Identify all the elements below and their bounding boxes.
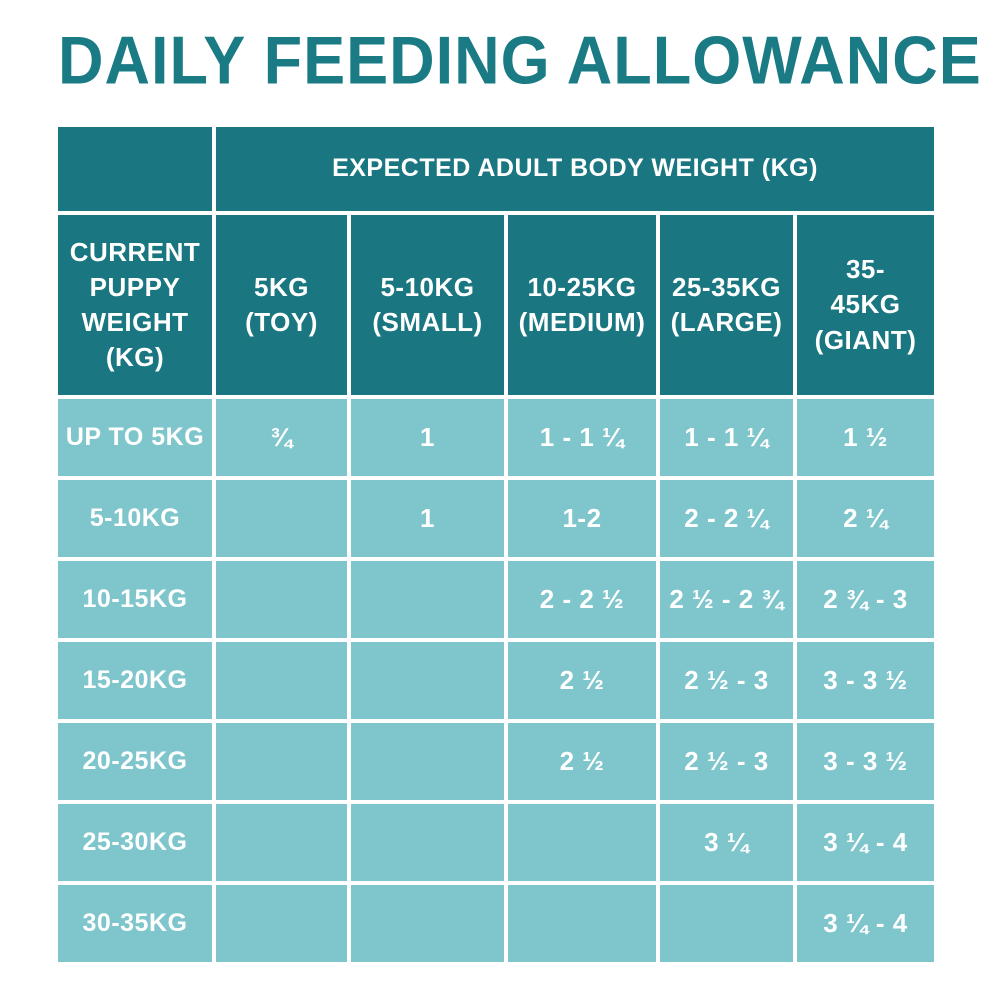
table-cell <box>508 804 656 881</box>
table-cell <box>351 642 504 719</box>
table-cell: 1-2 <box>508 480 656 557</box>
row-label: 25-30KG <box>58 804 212 881</box>
row-label: 30-35KG <box>58 885 212 962</box>
table-cell <box>351 723 504 800</box>
table-cell: 2 - 2 ½ <box>508 561 656 638</box>
table-cell: 2 ½ - 2 ¾ <box>660 561 793 638</box>
row-label: 15-20KG <box>58 642 212 719</box>
table-cell: 3 ¼ <box>660 804 793 881</box>
table-cell: 2 ¼ <box>797 480 934 557</box>
table-cell: 1 - 1 ¼ <box>660 399 793 476</box>
table-cell: 3 ¼ - 4 <box>797 885 934 962</box>
table-cell: 2 ¾ - 3 <box>797 561 934 638</box>
table-cell <box>351 561 504 638</box>
table-cell <box>508 885 656 962</box>
top-header-cell: EXPECTED ADULT BODY WEIGHT (KG) <box>216 127 934 211</box>
row-label: UP TO 5KG <box>58 399 212 476</box>
column-header-toy: 5KG (TOY) <box>216 215 347 395</box>
table-cell <box>351 804 504 881</box>
table-cell <box>216 723 347 800</box>
table-cell: 1 <box>351 480 504 557</box>
table-cell <box>216 561 347 638</box>
row-label: 5-10KG <box>58 480 212 557</box>
table-cell: 1 ½ <box>797 399 934 476</box>
page-title: DAILY FEEDING ALLOWANCE <box>58 23 982 99</box>
table-cell: 2 ½ - 3 <box>660 642 793 719</box>
table-cell: 1 <box>351 399 504 476</box>
column-header-small: 5-10KG (SMALL) <box>351 215 504 395</box>
table-cell: 3 ¼ - 4 <box>797 804 934 881</box>
column-header-giant: 35-45KG (GIANT) <box>797 215 934 395</box>
table-cell: 2 ½ <box>508 642 656 719</box>
table-cell <box>351 885 504 962</box>
row-header-cell: CURRENT PUPPY WEIGHT (KG) <box>58 215 212 395</box>
table-cell: 2 ½ <box>508 723 656 800</box>
column-header-large: 25-35KG (LARGE) <box>660 215 793 395</box>
table-cell <box>660 885 793 962</box>
corner-cell <box>58 127 212 211</box>
table-cell: 3 - 3 ½ <box>797 723 934 800</box>
column-header-medium: 10-25KG (MEDIUM) <box>508 215 656 395</box>
table-cell: 1 - 1 ¼ <box>508 399 656 476</box>
table-cell <box>216 642 347 719</box>
table-cell: 2 - 2 ¼ <box>660 480 793 557</box>
row-label: 10-15KG <box>58 561 212 638</box>
table-cell: 2 ½ - 3 <box>660 723 793 800</box>
feeding-table: EXPECTED ADULT BODY WEIGHT (KG) CURRENT … <box>58 127 934 962</box>
table-cell <box>216 480 347 557</box>
row-label: 20-25KG <box>58 723 212 800</box>
table-cell <box>216 804 347 881</box>
table-cell <box>216 885 347 962</box>
table-cell: 3 - 3 ½ <box>797 642 934 719</box>
table-cell: ¾ <box>216 399 347 476</box>
